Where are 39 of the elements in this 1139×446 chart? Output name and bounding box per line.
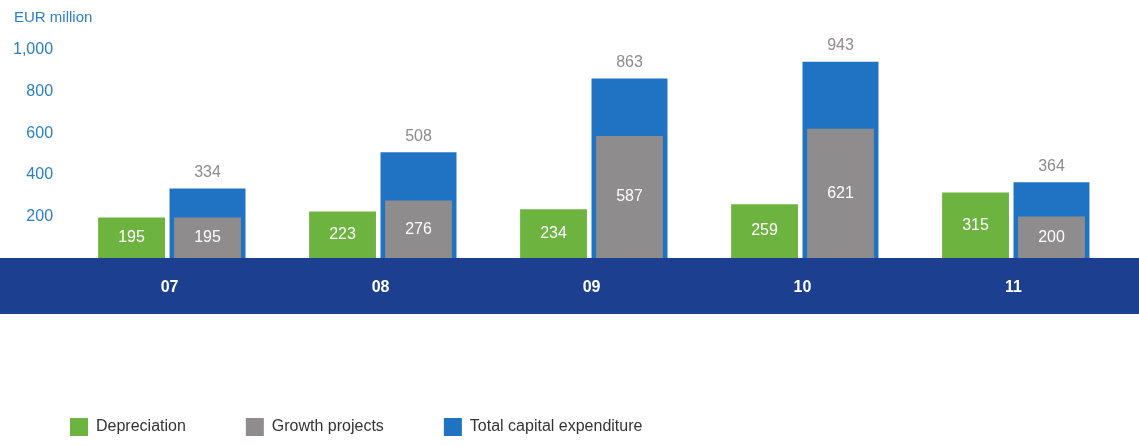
data-label: 223 bbox=[329, 225, 356, 243]
data-label: 315 bbox=[962, 215, 989, 233]
data-label: 276 bbox=[405, 219, 432, 237]
x-tick-label: 07 bbox=[160, 278, 179, 296]
legend-label: Total capital expenditure bbox=[469, 417, 643, 435]
x-tick-label: 09 bbox=[582, 278, 601, 296]
data-label: 195 bbox=[194, 228, 221, 246]
bar bbox=[98, 217, 165, 258]
data-label: 200 bbox=[1038, 227, 1065, 245]
data-label: 508 bbox=[405, 126, 432, 144]
data-label: 334 bbox=[194, 162, 221, 180]
legend-label: Depreciation bbox=[96, 417, 186, 435]
bar bbox=[731, 204, 798, 258]
x-tick-label: 10 bbox=[793, 278, 812, 296]
data-label: 621 bbox=[827, 183, 854, 201]
y-tick-label: 1,000 bbox=[12, 40, 54, 58]
bar bbox=[520, 209, 587, 258]
bar bbox=[942, 192, 1009, 258]
bar bbox=[174, 217, 241, 258]
x-tick-label: 08 bbox=[371, 278, 390, 296]
legend-label: Growth projects bbox=[271, 417, 384, 435]
y-tick-label: 400 bbox=[26, 165, 54, 183]
bar bbox=[309, 211, 376, 258]
bar bbox=[385, 200, 452, 258]
y-axis-title: EUR million bbox=[14, 8, 93, 25]
data-label: 943 bbox=[827, 36, 854, 54]
data-label: 364 bbox=[1038, 156, 1065, 174]
x-tick-label: 11 bbox=[1005, 278, 1023, 296]
y-tick-label: 200 bbox=[26, 206, 54, 224]
data-label: 234 bbox=[540, 224, 567, 242]
y-tick-label: 800 bbox=[26, 82, 54, 100]
data-label: 863 bbox=[616, 52, 643, 70]
data-label: 195 bbox=[118, 228, 145, 246]
bar bbox=[596, 135, 663, 258]
y-tick-label: 600 bbox=[26, 123, 54, 141]
bar bbox=[807, 128, 874, 258]
data-label: 587 bbox=[616, 187, 643, 205]
bar bbox=[1018, 216, 1085, 258]
data-label: 259 bbox=[751, 221, 778, 239]
